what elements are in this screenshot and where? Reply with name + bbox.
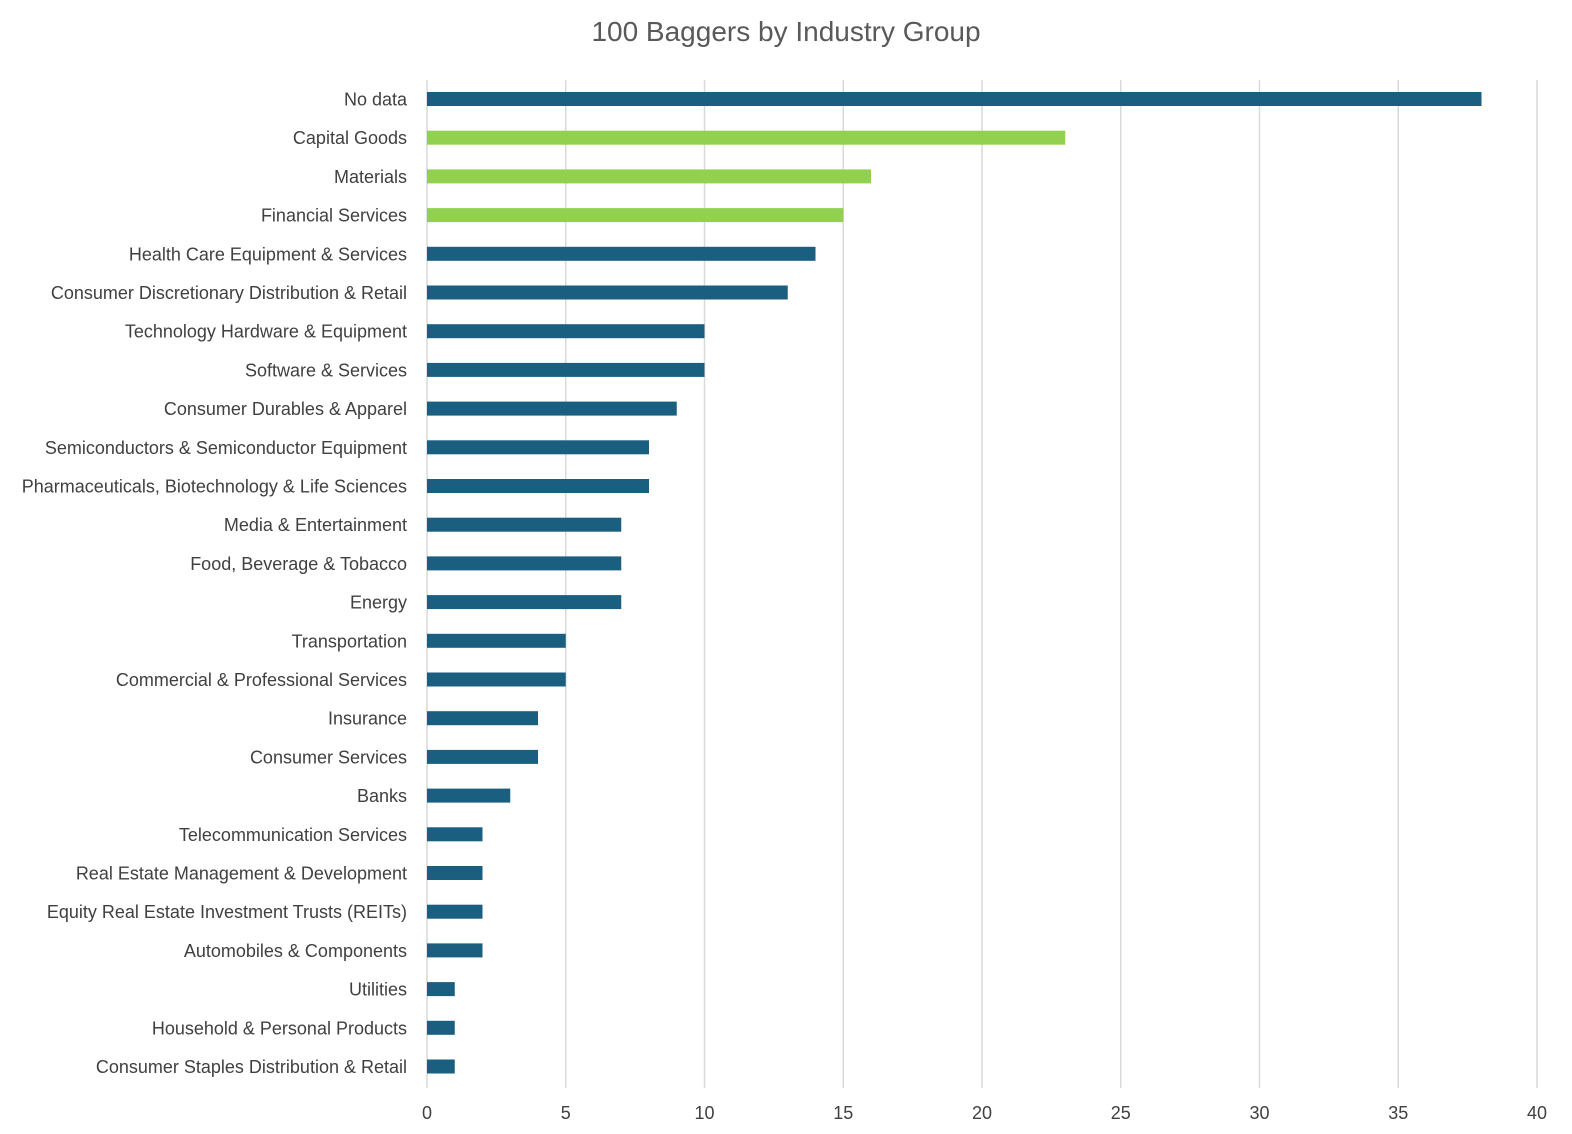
bar xyxy=(427,362,705,377)
bar xyxy=(427,169,871,184)
bar xyxy=(427,1020,455,1035)
x-tick-label: 35 xyxy=(1388,1103,1408,1123)
x-tick-label: 25 xyxy=(1111,1103,1131,1123)
category-label: Consumer Discretionary Distribution & Re… xyxy=(51,283,407,303)
bar xyxy=(427,1059,455,1074)
category-label: Utilities xyxy=(349,980,407,1000)
x-tick-label: 40 xyxy=(1527,1103,1547,1123)
bar xyxy=(427,517,622,532)
category-labels: No data Capital Goods Materials Financial S… xyxy=(22,90,408,1078)
bar xyxy=(427,866,483,880)
x-axis-ticks: 0 5 10 15 20 25 30 35 40 xyxy=(422,1103,1547,1123)
bar xyxy=(427,827,483,842)
category-label: Insurance xyxy=(328,709,407,729)
bar xyxy=(427,788,511,803)
x-tick-label: 30 xyxy=(1249,1103,1269,1123)
bar xyxy=(427,130,1066,145)
bar xyxy=(427,749,538,764)
bar xyxy=(427,943,483,958)
bar xyxy=(427,401,677,416)
bar xyxy=(427,711,538,726)
category-label: Telecommunication Services xyxy=(179,825,407,845)
bar xyxy=(427,440,649,455)
bar xyxy=(427,904,483,919)
category-label: Transportation xyxy=(292,631,407,651)
bar xyxy=(427,479,649,493)
category-label: Household & Personal Products xyxy=(152,1018,407,1038)
category-label: Food, Beverage & Tobacco xyxy=(190,554,407,574)
category-label: Media & Entertainment xyxy=(224,515,407,535)
category-label: Consumer Services xyxy=(250,747,407,767)
bar xyxy=(427,595,622,610)
chart-title: 100 Baggers by Industry Group xyxy=(591,16,980,47)
category-label: Health Care Equipment & Services xyxy=(129,244,407,264)
bar xyxy=(427,285,788,300)
bar xyxy=(427,246,816,261)
bar xyxy=(427,324,705,339)
category-label: Commercial & Professional Services xyxy=(116,670,407,690)
category-label: Software & Services xyxy=(245,360,407,380)
category-label: Real Estate Management & Development xyxy=(76,864,407,884)
bar xyxy=(427,672,566,687)
category-label: No data xyxy=(344,90,408,110)
category-label: Materials xyxy=(334,167,407,187)
category-label: Banks xyxy=(357,786,407,806)
category-label: Financial Services xyxy=(261,206,407,226)
gridlines xyxy=(426,80,1538,1088)
category-label: Energy xyxy=(350,593,407,613)
bar xyxy=(427,92,1482,106)
category-label: Consumer Durables & Apparel xyxy=(164,399,407,419)
bar xyxy=(427,982,455,997)
x-tick-label: 5 xyxy=(561,1103,571,1123)
category-label: Consumer Staples Distribution & Retail xyxy=(96,1057,407,1077)
x-tick-label: 20 xyxy=(972,1103,992,1123)
category-label: Pharmaceuticals, Biotechnology & Life Sc… xyxy=(22,477,407,497)
category-label: Equity Real Estate Investment Trusts (RE… xyxy=(47,902,407,922)
category-label: Semiconductors & Semiconductor Equipment xyxy=(45,438,407,458)
category-label: Capital Goods xyxy=(293,128,407,148)
bars xyxy=(427,92,1482,1074)
x-tick-label: 0 xyxy=(422,1103,432,1123)
category-label: Technology Hardware & Equipment xyxy=(125,322,407,342)
category-label: Automobiles & Components xyxy=(184,941,407,961)
bar xyxy=(427,556,622,571)
bar xyxy=(427,633,566,648)
x-tick-label: 15 xyxy=(833,1103,853,1123)
bar xyxy=(427,208,844,223)
x-tick-label: 10 xyxy=(694,1103,714,1123)
